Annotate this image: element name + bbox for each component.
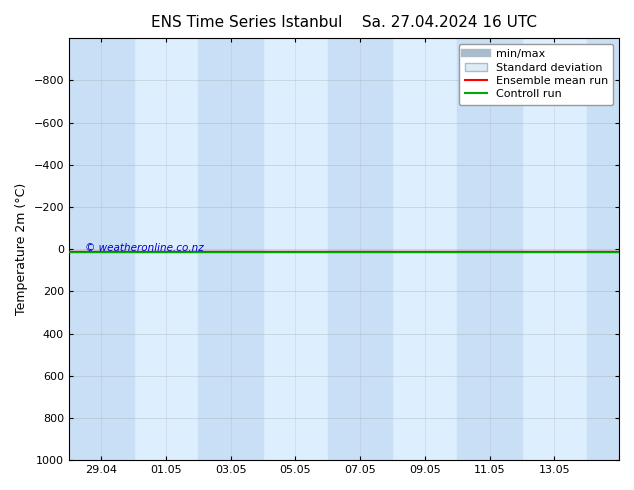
Bar [457,38,522,460]
Legend: min/max, Standard deviation, Ensemble mean run, Controll run: min/max, Standard deviation, Ensemble me… [459,44,614,105]
Bar [198,38,263,460]
Bar [328,38,392,460]
Bar [69,38,134,460]
Text: © weatheronline.co.nz: © weatheronline.co.nz [85,243,204,253]
Title: ENS Time Series Istanbul    Sa. 27.04.2024 16 UTC: ENS Time Series Istanbul Sa. 27.04.2024 … [151,15,537,30]
Y-axis label: Temperature 2m (°C): Temperature 2m (°C) [15,183,28,315]
Bar [586,38,634,460]
